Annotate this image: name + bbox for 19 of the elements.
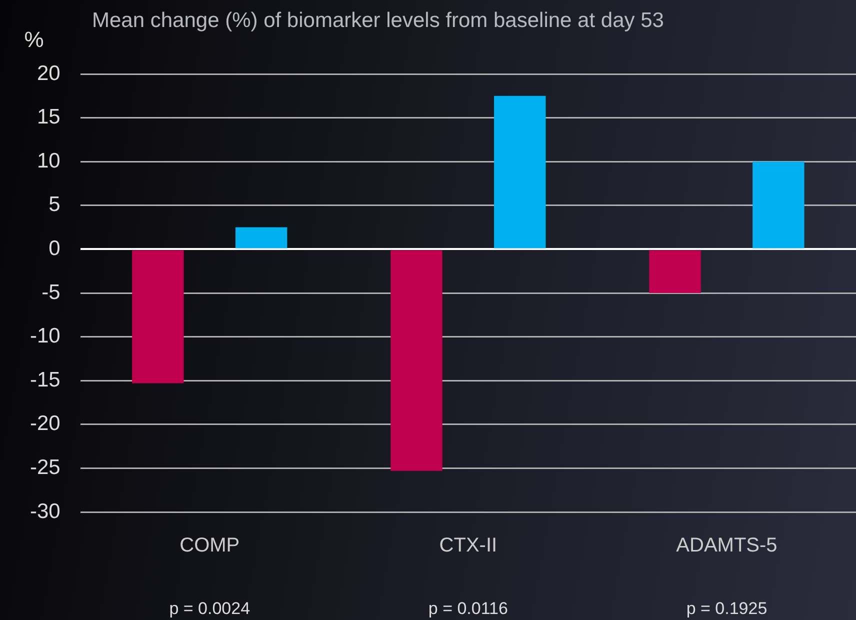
y-tick-label: -25 bbox=[30, 456, 60, 479]
x-tick-label: CTX-II bbox=[439, 534, 498, 557]
text: p = 0.0024 bbox=[169, 599, 250, 618]
y-tick-label: -20 bbox=[30, 412, 60, 436]
y-tick-label: -15 bbox=[30, 368, 60, 392]
y-tick-label: 0 bbox=[48, 236, 60, 260]
y-tick-label: -10 bbox=[30, 324, 60, 348]
y-tick-label: -30 bbox=[30, 500, 60, 523]
y-tick-label: 5 bbox=[48, 193, 60, 216]
chart-title: Mean change (%) of biomarker levels from baseline at day 53 bbox=[92, 9, 664, 32]
text: p = 0.0116 bbox=[428, 599, 508, 618]
y-tick-label: 10 bbox=[36, 149, 60, 172]
y-axis-title: % bbox=[24, 27, 44, 52]
x-tick-label: ADAMTS-5 bbox=[676, 534, 778, 557]
y-tick-label: 15 bbox=[36, 106, 60, 129]
text: p = 0.1925 bbox=[686, 599, 768, 618]
y-tick-label: -5 bbox=[42, 280, 60, 304]
x-tick-label: COMP bbox=[180, 534, 240, 557]
y-tick-label: 20 bbox=[36, 62, 60, 85]
